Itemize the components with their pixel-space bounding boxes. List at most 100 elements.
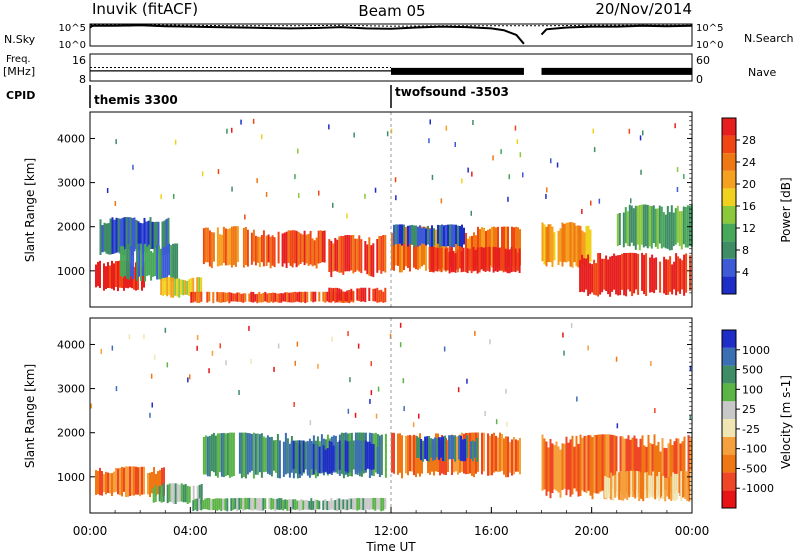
echo-cell bbox=[256, 293, 259, 304]
echo-speck bbox=[457, 387, 460, 393]
echo-cell bbox=[673, 441, 676, 494]
echo-cell bbox=[330, 287, 333, 303]
echo-cell bbox=[276, 434, 279, 478]
echo-cell bbox=[132, 244, 135, 279]
echo-cell bbox=[310, 441, 313, 469]
echo-cell bbox=[612, 475, 615, 501]
echo-speck bbox=[174, 139, 177, 145]
echo-cell bbox=[348, 235, 351, 272]
echo-cell bbox=[450, 435, 453, 460]
echo-cell bbox=[493, 226, 495, 266]
echo-cell bbox=[218, 433, 221, 473]
echo-cell bbox=[336, 498, 339, 512]
echo-cell bbox=[358, 288, 361, 302]
echo-speck bbox=[238, 390, 240, 395]
echo-cell bbox=[666, 206, 669, 249]
echo-cell bbox=[184, 280, 187, 295]
echo-cell bbox=[442, 436, 445, 461]
echo-cell bbox=[601, 434, 604, 491]
echo-cell bbox=[457, 225, 459, 246]
echo-speck bbox=[495, 419, 498, 425]
echo-speck bbox=[506, 421, 508, 427]
echo-cell bbox=[409, 225, 411, 244]
echo-cell bbox=[284, 432, 287, 475]
time-xticks: 00:00 04:00 08:00 12:00 16:00 20:00 00:00 bbox=[73, 507, 709, 538]
echo-cell bbox=[350, 288, 353, 301]
echo-cell bbox=[577, 225, 580, 268]
echo-cell bbox=[340, 499, 343, 510]
echo-cell bbox=[449, 224, 451, 247]
echo-speck bbox=[265, 191, 268, 197]
echo-cell bbox=[673, 261, 676, 290]
echo-cell bbox=[340, 432, 343, 474]
echo-cell bbox=[206, 436, 209, 477]
echo-cell bbox=[125, 217, 128, 249]
echo-cell bbox=[424, 436, 427, 460]
echo-cell bbox=[450, 247, 453, 273]
echo-cell bbox=[468, 248, 471, 271]
echo-cell bbox=[210, 434, 213, 472]
echo-cell bbox=[597, 253, 600, 297]
echo-cell bbox=[328, 500, 331, 510]
echo-cell bbox=[198, 498, 201, 511]
echo-cell bbox=[268, 498, 271, 510]
power-colorbar-label: Power [dB] bbox=[779, 177, 793, 242]
echo-speck bbox=[111, 345, 114, 351]
echo-cell bbox=[545, 441, 548, 496]
colorbar-tick-label: 1000 bbox=[742, 344, 770, 357]
echo-speck bbox=[489, 339, 491, 345]
echo-cell bbox=[334, 287, 337, 301]
echo-speck bbox=[347, 408, 350, 414]
echo-cell bbox=[567, 222, 570, 262]
echo-cell bbox=[378, 435, 381, 477]
echo-cell bbox=[128, 244, 131, 280]
echo-cell bbox=[196, 498, 199, 512]
colorbar-tick-label: -500 bbox=[742, 462, 767, 475]
echo-cell bbox=[250, 291, 253, 303]
echo-cell bbox=[144, 243, 147, 282]
echo-cell bbox=[516, 252, 519, 271]
echo-cell bbox=[358, 440, 361, 473]
echo-cell bbox=[411, 224, 413, 245]
echo-speck bbox=[231, 127, 233, 133]
echo-cell bbox=[204, 498, 207, 510]
echo-speck bbox=[332, 202, 334, 208]
echo-cell bbox=[630, 470, 633, 497]
echo-cell bbox=[204, 435, 207, 475]
echo-cell bbox=[302, 291, 305, 302]
echo-cell bbox=[295, 230, 298, 268]
echo-speck bbox=[294, 174, 296, 180]
echo-cell bbox=[458, 435, 461, 460]
echo-cell bbox=[474, 250, 477, 271]
colorbar-tick-label: 12 bbox=[742, 222, 756, 235]
echo-cell bbox=[198, 277, 201, 297]
echo-cell bbox=[589, 229, 592, 262]
echo-cell bbox=[370, 245, 373, 277]
echo-cell bbox=[188, 486, 191, 503]
echo-cell bbox=[505, 436, 507, 478]
echo-cell bbox=[551, 443, 554, 493]
echo-speck bbox=[429, 119, 431, 125]
echo-cell bbox=[658, 472, 661, 501]
echo-cell bbox=[605, 255, 608, 291]
echo-speck bbox=[386, 131, 389, 137]
echo-cell bbox=[228, 292, 231, 304]
echo-speck bbox=[474, 330, 476, 336]
echo-cell bbox=[689, 255, 692, 291]
echo-speck bbox=[217, 169, 220, 175]
echo-cell bbox=[641, 252, 644, 291]
echo-cell bbox=[163, 467, 165, 496]
echo-cell bbox=[131, 266, 133, 289]
echo-cell bbox=[306, 441, 309, 474]
echo-cell bbox=[280, 498, 283, 510]
echo-cell bbox=[547, 224, 550, 262]
echo-cell bbox=[437, 224, 439, 244]
colorbar-tick-label: 25 bbox=[742, 403, 756, 416]
echo-cell bbox=[405, 226, 407, 267]
echo-cell bbox=[688, 205, 691, 247]
echo-cell bbox=[652, 471, 655, 498]
echo-cell bbox=[382, 291, 385, 303]
echo-cell bbox=[192, 500, 195, 512]
echo-cell bbox=[618, 472, 621, 500]
echo-cell bbox=[115, 261, 117, 287]
